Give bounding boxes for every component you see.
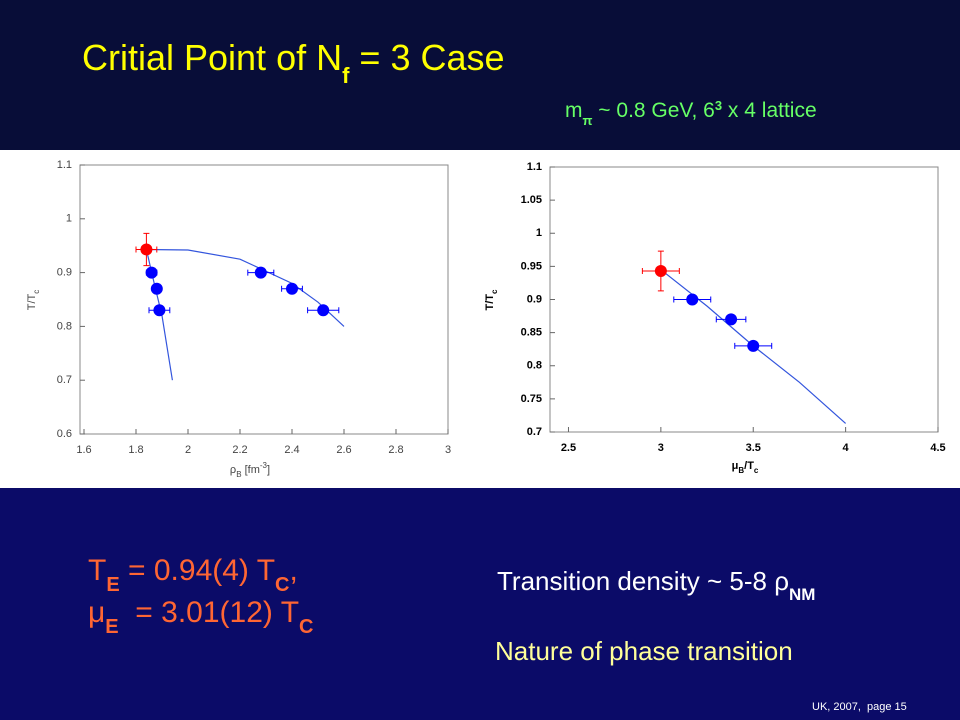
te-result: TE = 0.94(4) TC, [88,554,298,596]
nature-note: Nature of phase transition [495,636,793,666]
data-point [254,266,267,279]
axis-label-part: [fm [242,464,260,476]
footer: UK, 2007, page 15 [812,701,907,713]
x-tick-label: 4.5 [930,442,945,454]
x-tick-label: 2.8 [388,444,403,456]
mue-result: μE = 3.01(12) TC [88,596,313,638]
title-part: Critial Point of N [82,37,342,78]
data-point [150,282,163,295]
title: Critial Point of Nf = 3 Case [82,37,505,88]
axis-label-part: c [490,289,499,294]
data-point [725,313,738,326]
density-note: Transition density ~ 5-8 ρNM [497,566,815,604]
data-point [747,339,760,352]
header-band [0,0,960,150]
plot-frame [79,164,449,435]
result-part: = 3.01(12) T [119,596,299,629]
axis-label-part: T/T [484,294,496,311]
axis-label-part: B [236,470,241,479]
y-tick-label: 0.8 [527,360,542,372]
x-tick-label: 2.6 [336,444,351,456]
x-tick-label: 4 [843,442,850,454]
title-part: = 3 Case [349,37,504,78]
y-tick-label: 1.1 [527,161,542,173]
x-tick-label: 2.2 [232,444,247,456]
y-tick-label: 0.85 [521,327,542,339]
result-part: C [275,574,289,596]
x-tick-label: 1.6 [76,444,91,456]
result-part: T [88,554,106,587]
y-tick-label: 1 [66,213,72,225]
chart: 2.5 3 3.5 4 4.5 0.7 0.75 0.8 0.85 0.9 0.95 1 1.05 1.1… [484,161,946,475]
density-part: NM [789,585,815,604]
axis-label-part: c [754,466,759,475]
x-tick-label: 3 [445,444,451,456]
x-axis-label: ρB [fm-3] [230,461,270,479]
data-point [686,293,699,306]
density-part: Transition density ~ 5-8 ρ [497,566,789,596]
subtitle: mπ ~ 0.8 GeV, 63 x 4 lattice [565,98,817,128]
axis-label-part: B [738,466,744,475]
x-tick-label: 1.8 [128,444,143,456]
y-tick-label: 1.05 [521,194,542,206]
axis-label-part: ] [267,464,270,476]
subtitle-part: π [583,113,593,128]
data-point [654,265,667,278]
figure-band [0,150,960,488]
y-tick-label: 0.7 [57,374,72,386]
y-tick-label: 0.95 [521,260,542,272]
y-tick-label: 0.9 [527,293,542,305]
axis-label-part: μ [732,460,739,472]
title-part: f [342,63,350,88]
y-axis-label: T/Tc [484,289,499,311]
subtitle-part: m [565,99,583,122]
result-part: , [290,554,298,587]
x-tick-label: 3 [658,442,664,454]
data-point [145,266,158,279]
axis-label-part: c [32,290,41,294]
data-point [140,243,153,256]
data-point [286,282,298,295]
footer-band [0,488,960,720]
y-tick-label: 1 [536,227,542,239]
result-part: E [106,574,119,596]
y-tick-label: 0.6 [57,428,72,440]
subtitle-part: x 4 lattice [722,99,817,122]
x-tick-label: 2.5 [561,442,576,454]
x-axis-label: μB/Tc [732,460,759,475]
result-part: E [105,616,118,638]
y-tick-label: 0.8 [57,320,72,332]
axis-label-part: -3 [260,461,268,470]
y-axis-label: T/Tc [26,290,41,311]
subtitle-part: 3 [715,98,722,113]
y-tick-label: 0.9 [57,267,72,279]
x-tick-label: 2 [185,444,191,456]
axis-label-part: T/T [26,293,38,310]
result-part: C [299,616,313,638]
y-tick-label: 0.75 [521,393,542,405]
data-point [153,304,166,317]
subtitle-part: ~ 0.8 GeV, 6 [592,99,714,122]
data-point [317,304,330,317]
axis-label-part: ρ [230,464,236,476]
result-part: μ [88,596,105,629]
result-part: = 0.94(4) T [120,554,275,587]
y-tick-label: 0.7 [527,426,542,438]
chart: 1.6 1.8 2 2.2 2.4 2.6 2.8 3 0.6 0.7 0.8 0.9 1 1.1 ρB [… [26,159,451,479]
y-tick-label: 1.1 [57,159,72,171]
x-tick-label: 2.4 [284,444,299,456]
axis-label-part: /T [744,460,754,472]
x-tick-label: 3.5 [746,442,761,454]
